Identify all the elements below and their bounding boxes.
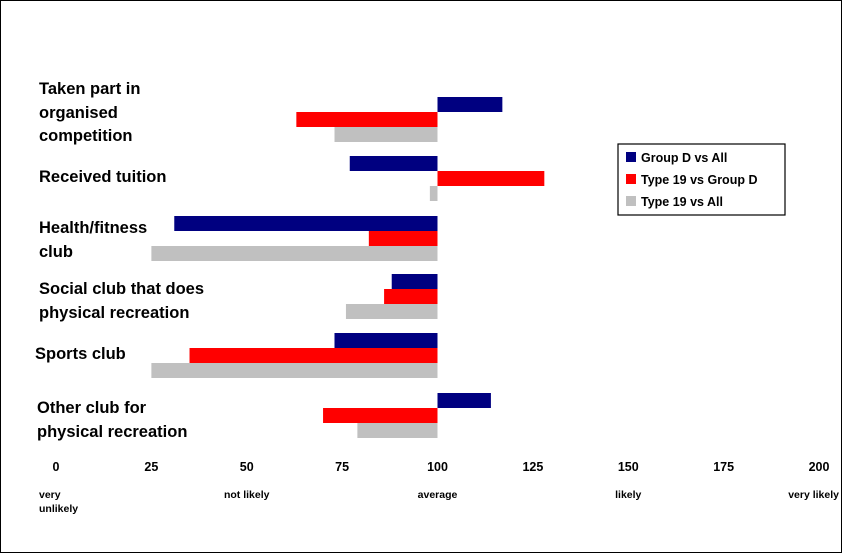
x-tick-labels: 0 25 50 75 100 125 150 175 200 <box>53 460 830 474</box>
category-labels: Taken part in organised competition Receive… <box>35 80 204 441</box>
scale-label-1: very unlikely <box>39 489 78 515</box>
scale-label-5: very likely <box>788 489 839 501</box>
bar-series2-cat3 <box>368 231 438 246</box>
legend-swatch-3 <box>626 196 636 206</box>
x-tick-label-25: 25 <box>144 460 158 474</box>
bar-series1-cat5 <box>334 333 438 348</box>
bar-series3-cat1 <box>334 127 438 142</box>
category-label-5: Sports club <box>35 345 126 363</box>
x-tick-label-150: 150 <box>618 460 639 474</box>
x-tick-label-200: 200 <box>809 460 830 474</box>
category-label-4: Social club that does physical recreation <box>39 280 204 322</box>
scale-label-2: not likely <box>224 489 270 501</box>
bar-series3-cat2 <box>429 186 438 201</box>
bar-series3-cat3 <box>151 246 438 261</box>
legend-swatch-2 <box>626 174 636 184</box>
x-tick-label-125: 125 <box>522 460 543 474</box>
scale-label-3: average <box>418 489 458 501</box>
x-tick-label-100: 100 <box>427 460 448 474</box>
category-label-1: Taken part in organised competition <box>39 80 140 145</box>
x-tick-label-0: 0 <box>53 460 60 474</box>
bar-series2-cat2 <box>437 171 545 186</box>
bar-series1-cat6 <box>437 393 491 408</box>
bar-series1-cat4 <box>391 274 438 289</box>
bar-series3-cat4 <box>345 304 438 319</box>
x-tick-label-75: 75 <box>335 460 349 474</box>
legend-box <box>617 143 786 216</box>
bar-series1-cat2 <box>349 156 438 171</box>
scale-description-labels: very unlikely not likely average likely very … <box>39 489 839 515</box>
legend-swatch-1 <box>626 152 636 162</box>
bar-series2-cat5 <box>189 348 438 363</box>
bar-series2-cat4 <box>384 289 438 304</box>
x-tick-label-175: 175 <box>713 460 734 474</box>
bar-series3-cat6 <box>357 423 438 438</box>
category-label-6: Other club for physical recreation <box>37 399 187 441</box>
category-label-2: Received tuition <box>39 168 166 186</box>
x-tick-label-50: 50 <box>240 460 254 474</box>
bar-series1-cat1 <box>437 97 503 112</box>
category-label-3: Health/fitness club <box>39 219 147 261</box>
legend: Group D vs All Type 19 vs Group D Type 19 … <box>617 143 786 216</box>
legend-label-2: Type 19 vs Group D <box>641 173 757 187</box>
bar-series3-cat5 <box>151 363 438 378</box>
legend-label-3: Type 19 vs All <box>641 195 723 209</box>
legend-label-1: Group D vs All <box>641 151 727 165</box>
bar-series2-cat1 <box>296 112 438 127</box>
bars-group <box>151 97 545 438</box>
scale-label-4: likely <box>615 489 641 501</box>
bar-series2-cat6 <box>323 408 438 423</box>
bar-series1-cat3 <box>174 216 438 231</box>
